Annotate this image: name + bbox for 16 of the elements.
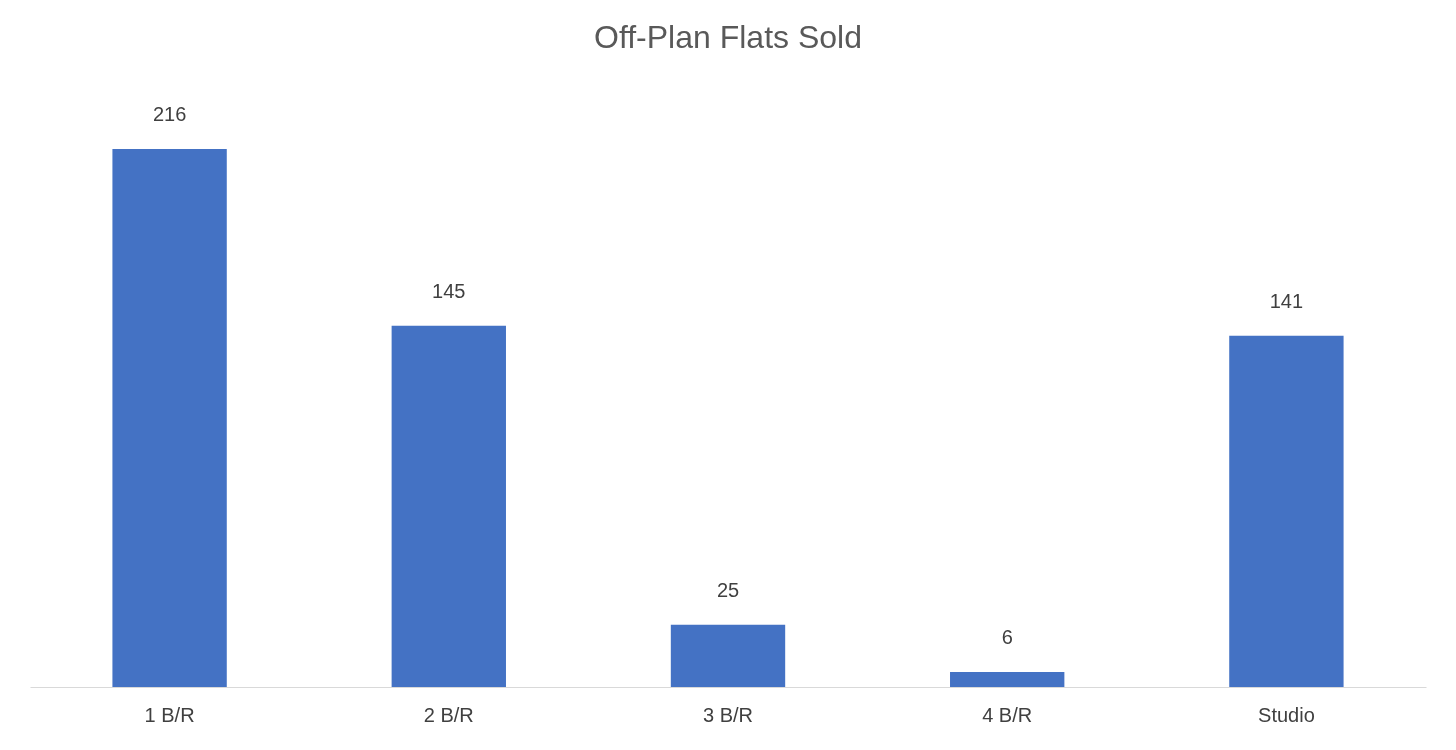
bar: [112, 148, 227, 687]
chart-title: Off-Plan Flats Sold: [594, 18, 862, 55]
x-tick-label: 3 B/R: [702, 703, 754, 726]
bar: [1229, 335, 1344, 687]
data-label: 6: [1001, 626, 1013, 649]
bar: [950, 672, 1065, 687]
data-label: 145: [432, 279, 466, 302]
bar: [670, 624, 786, 687]
data-label: 25: [716, 578, 740, 601]
data-label: 216: [152, 102, 187, 125]
data-label: 141: [1269, 289, 1304, 312]
bar: [391, 325, 506, 687]
x-tick-label: 1 B/R: [144, 703, 195, 726]
x-tick-label: Studio: [1258, 703, 1315, 726]
x-tick-label: 2 B/R: [423, 703, 474, 726]
x-tick-label: 4 B/R: [982, 703, 1033, 726]
